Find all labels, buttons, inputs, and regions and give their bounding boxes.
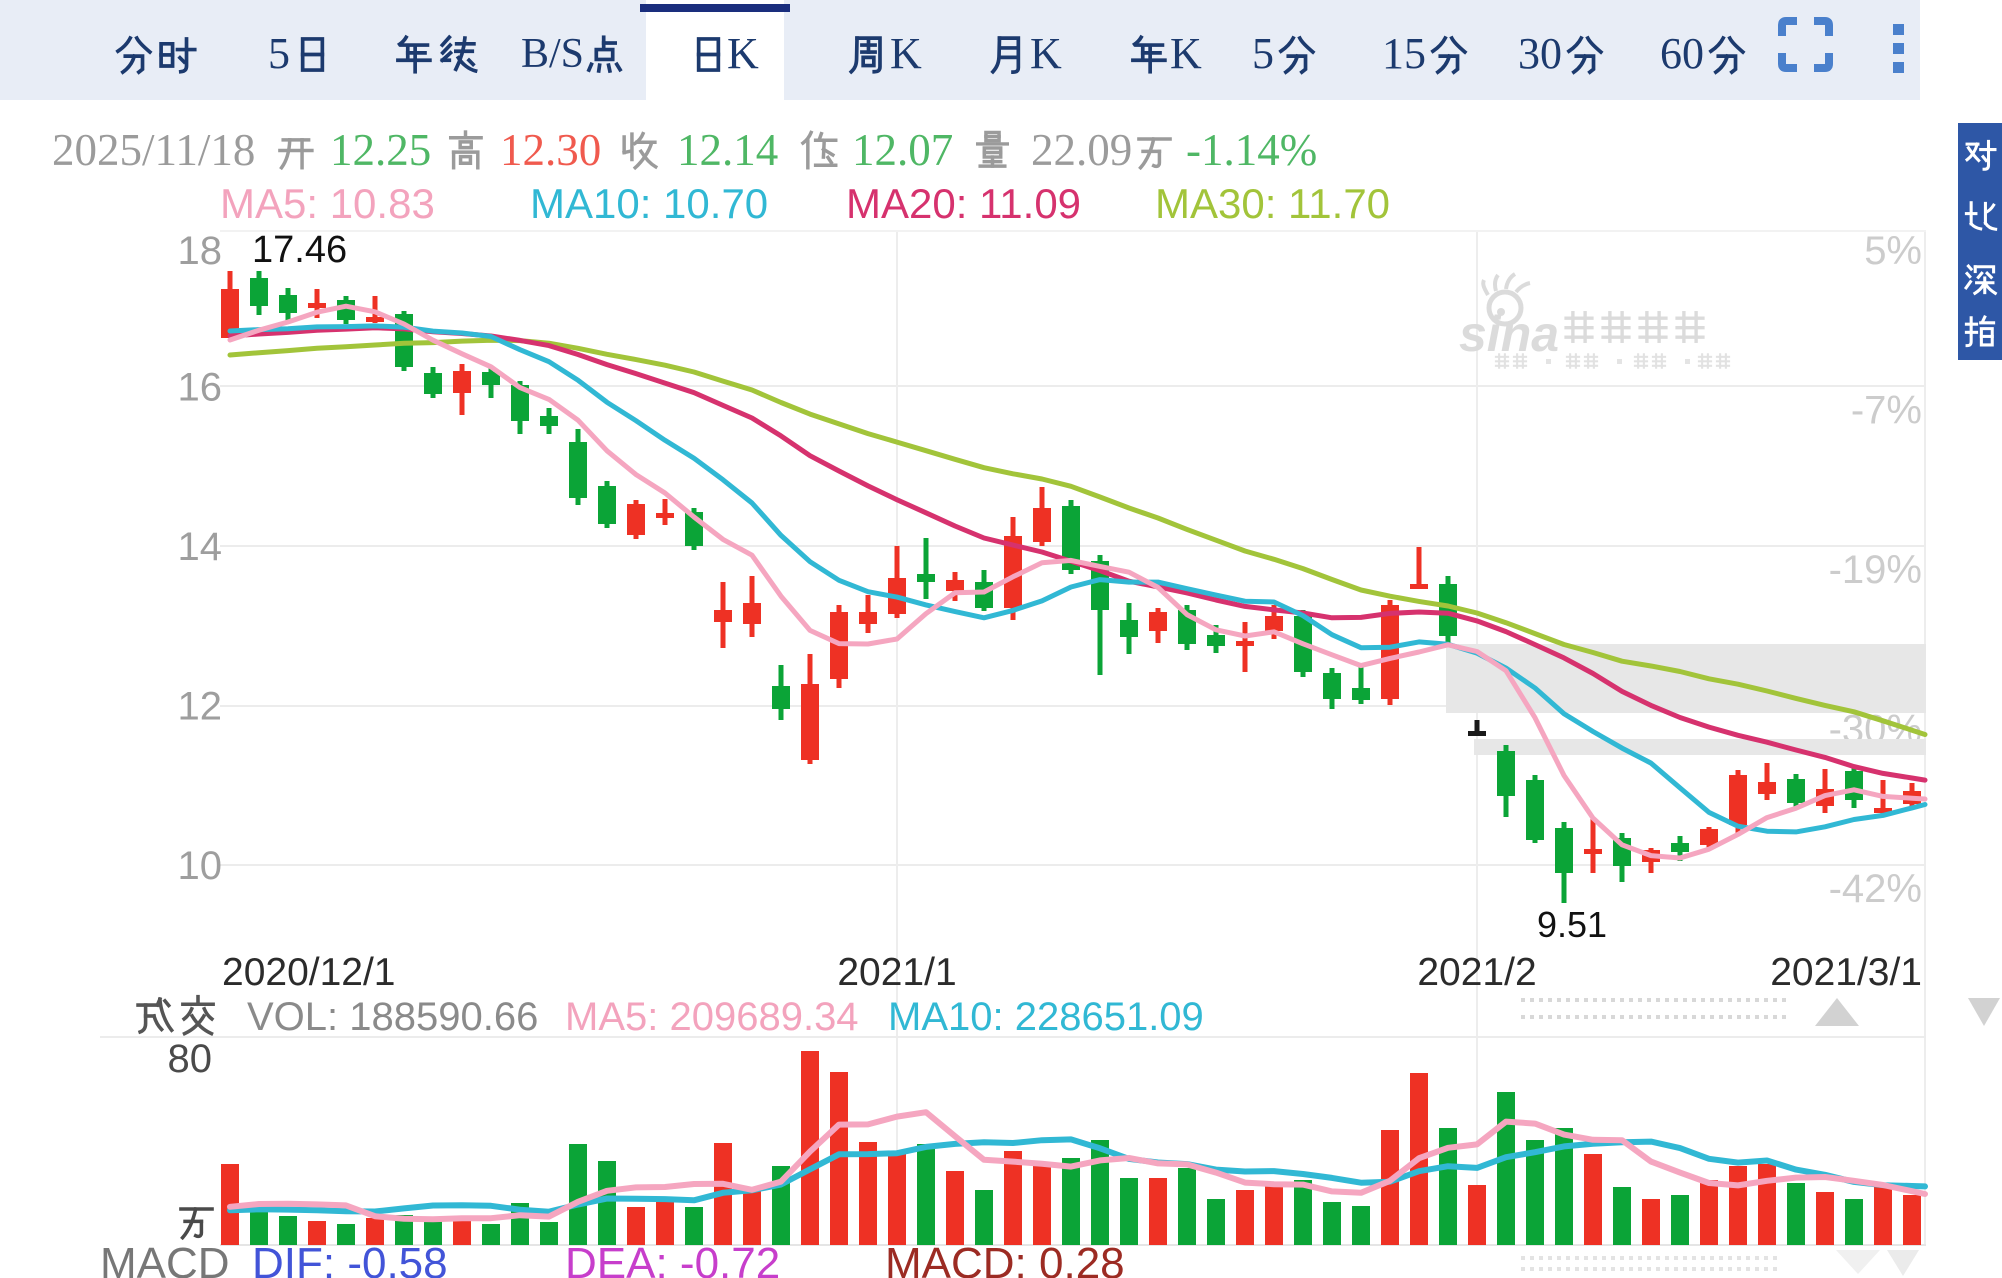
svg-text:K: K <box>1030 29 1062 78</box>
svg-text:17.46: 17.46 <box>252 229 347 271</box>
svg-text:2021/3/1: 2021/3/1 <box>1770 951 1922 994</box>
svg-text:2021/2: 2021/2 <box>1417 951 1536 994</box>
svg-text:MA5: 10.83: MA5: 10.83 <box>220 180 435 227</box>
svg-text:12: 12 <box>178 685 223 729</box>
svg-text:DEA: -0.72: DEA: -0.72 <box>565 1239 780 1278</box>
svg-text:18: 18 <box>178 229 223 273</box>
svg-text:MACD: 0.28: MACD: 0.28 <box>885 1239 1125 1278</box>
svg-text:K: K <box>890 29 922 78</box>
svg-text:2020/12/1: 2020/12/1 <box>222 951 396 994</box>
svg-text:MA30: 11.70: MA30: 11.70 <box>1155 180 1390 227</box>
svg-text:-42%: -42% <box>1829 867 1922 911</box>
svg-text:12.14: 12.14 <box>677 125 778 175</box>
svg-text:MA10: 228651.09: MA10: 228651.09 <box>888 995 1204 1039</box>
svg-text:80: 80 <box>168 1037 213 1081</box>
svg-text:K: K <box>727 29 759 78</box>
svg-text:B/S: B/S <box>521 31 584 77</box>
svg-text:-1.14%: -1.14% <box>1186 125 1317 175</box>
svg-text:14: 14 <box>178 525 223 569</box>
svg-text:-7%: -7% <box>1851 389 1922 433</box>
svg-text:9.51: 9.51 <box>1537 904 1607 945</box>
svg-text:12.30: 12.30 <box>500 125 601 175</box>
svg-text:5%: 5% <box>1864 229 1922 273</box>
svg-text:-19%: -19% <box>1829 548 1922 592</box>
svg-text:2025/11/18: 2025/11/18 <box>52 125 255 175</box>
svg-text:12.07: 12.07 <box>852 125 953 175</box>
svg-text:MACD: MACD <box>100 1239 230 1278</box>
svg-text:12.25: 12.25 <box>330 125 431 175</box>
svg-text:60: 60 <box>1660 29 1704 78</box>
svg-text:5: 5 <box>268 29 290 78</box>
svg-text:DIF: -0.58: DIF: -0.58 <box>252 1239 448 1278</box>
svg-text:10: 10 <box>178 844 223 888</box>
svg-text:VOL: 188590.66: VOL: 188590.66 <box>247 995 538 1039</box>
svg-text:30: 30 <box>1518 29 1562 78</box>
svg-text:MA5: 209689.34: MA5: 209689.34 <box>565 995 859 1039</box>
svg-text:5: 5 <box>1252 29 1274 78</box>
svg-text:15: 15 <box>1382 29 1426 78</box>
svg-text:2021/1: 2021/1 <box>837 951 956 994</box>
svg-text:MA10: 10.70: MA10: 10.70 <box>530 180 768 227</box>
svg-text:16: 16 <box>178 366 223 410</box>
svg-text:K: K <box>1170 29 1202 78</box>
svg-text:sina: sina <box>1459 306 1559 362</box>
svg-text:MA20: 11.09: MA20: 11.09 <box>846 180 1081 227</box>
svg-text:22.09: 22.09 <box>1031 125 1132 175</box>
